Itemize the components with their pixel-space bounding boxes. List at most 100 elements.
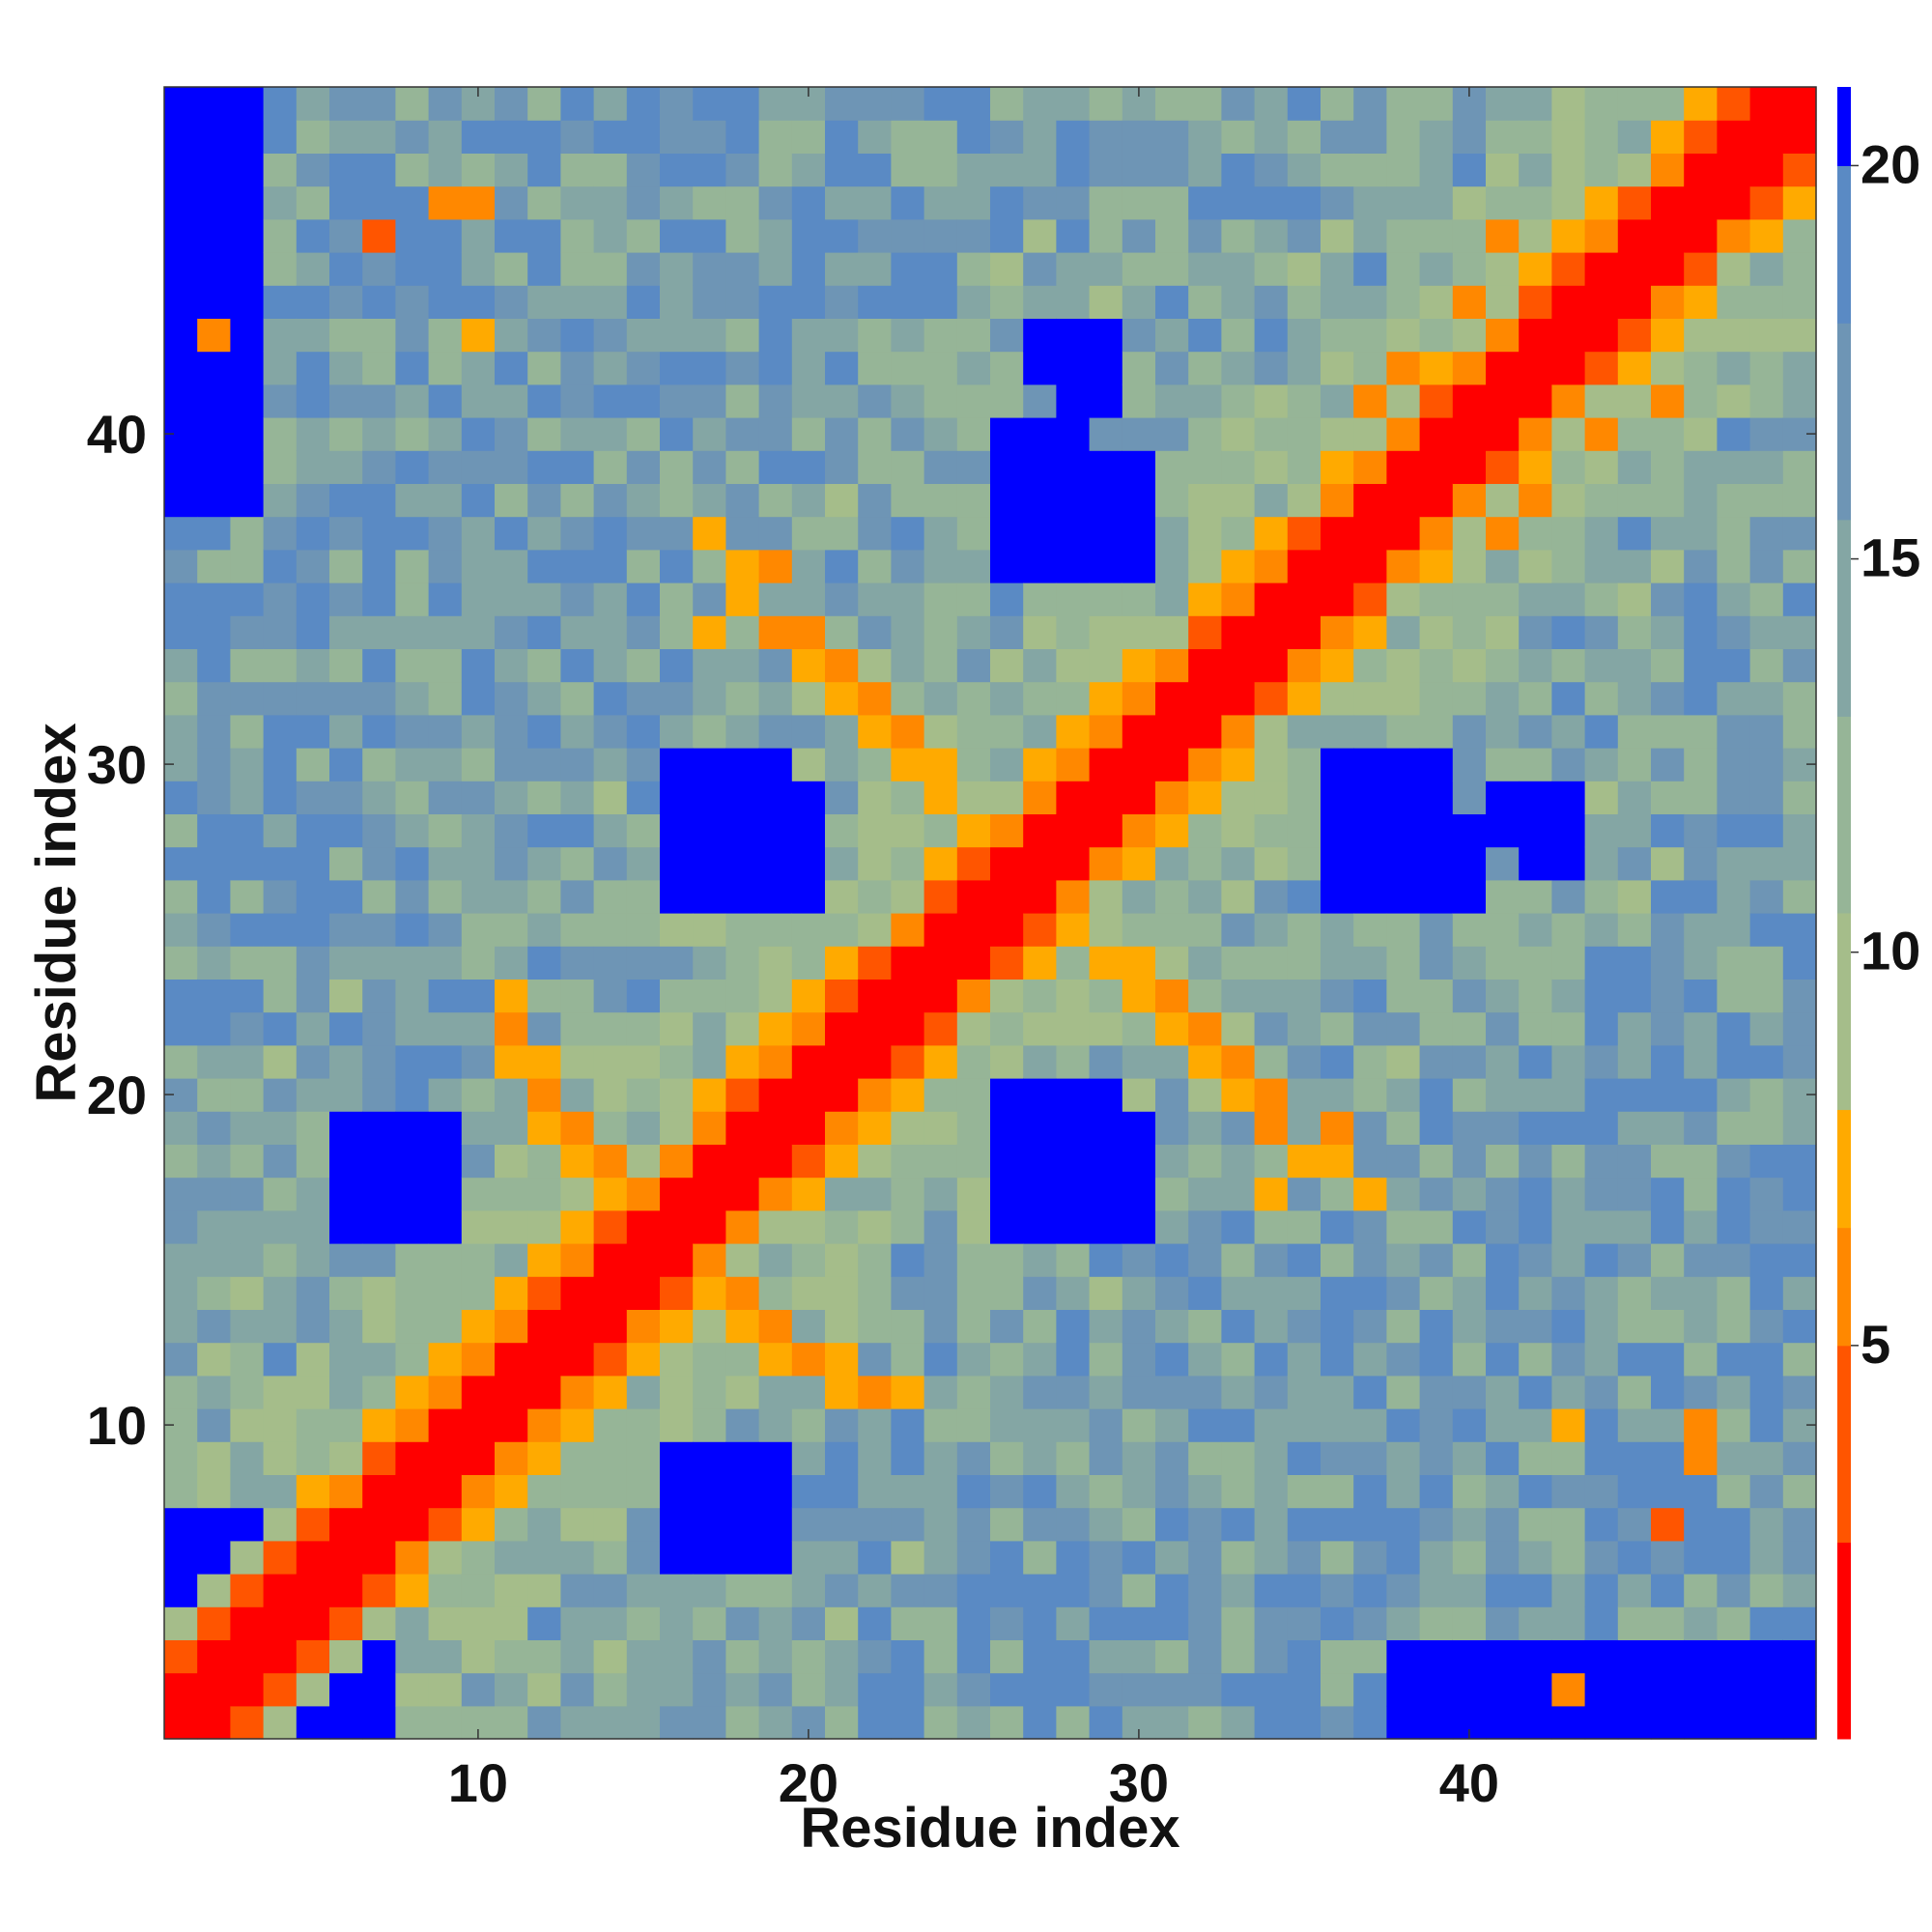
heatmap-cell xyxy=(923,1574,958,1607)
heatmap-cell xyxy=(990,1078,1024,1112)
heatmap-cell xyxy=(858,252,892,286)
heatmap-cell xyxy=(1321,1705,1354,1740)
heatmap-cell xyxy=(1386,252,1421,286)
heatmap-cell xyxy=(1056,1672,1091,1707)
heatmap-cell xyxy=(395,1408,430,1442)
heatmap-cell xyxy=(693,879,726,914)
heatmap-cell xyxy=(1023,946,1057,980)
heatmap-cell xyxy=(395,1574,430,1607)
heatmap-cell xyxy=(1749,1342,1784,1377)
colorbar-segment xyxy=(1837,1109,1851,1229)
heatmap-cell xyxy=(758,913,793,947)
heatmap-cell xyxy=(758,1639,793,1674)
heatmap-cell xyxy=(263,582,298,616)
heatmap-cell xyxy=(197,1606,231,1640)
heatmap-cell xyxy=(1419,1375,1454,1409)
heatmap-cell xyxy=(1188,1078,1222,1112)
heatmap-cell xyxy=(660,1144,694,1179)
heatmap-cell xyxy=(1122,813,1156,848)
heatmap-cell xyxy=(1651,1507,1685,1542)
heatmap-cell xyxy=(1188,120,1222,154)
heatmap-cell xyxy=(1287,1474,1321,1509)
heatmap-cell xyxy=(660,681,694,716)
heatmap-cell xyxy=(1089,946,1123,980)
heatmap-cell xyxy=(1651,1540,1685,1575)
heatmap-cell xyxy=(891,1243,925,1277)
heatmap-cell xyxy=(1155,1011,1189,1046)
heatmap-cell xyxy=(296,153,330,187)
heatmap-cell xyxy=(593,846,628,881)
heatmap-cell xyxy=(791,1574,826,1607)
heatmap-cell xyxy=(495,1672,528,1707)
heatmap-cell xyxy=(1651,285,1685,319)
heatmap-cell xyxy=(626,979,661,1013)
heatmap-cell xyxy=(1486,781,1520,814)
heatmap-cell xyxy=(660,1408,694,1442)
heatmap-cell xyxy=(329,285,363,319)
heatmap-cell xyxy=(825,813,859,848)
heatmap-cell xyxy=(527,87,561,121)
heatmap-cell xyxy=(725,87,760,121)
heatmap-cell xyxy=(725,748,760,781)
heatmap-cell xyxy=(825,318,859,353)
heatmap-cell xyxy=(956,483,991,518)
heatmap-cell xyxy=(263,946,298,980)
heatmap-cell xyxy=(1782,1342,1817,1377)
heatmap-cell xyxy=(1155,1078,1189,1112)
heatmap-cell xyxy=(164,351,198,385)
heatmap-cell xyxy=(725,252,760,286)
heatmap-cell xyxy=(791,417,826,451)
heatmap-cell xyxy=(1321,681,1354,716)
heatmap-cell xyxy=(197,813,231,848)
heatmap-cell xyxy=(693,483,726,518)
heatmap-cell xyxy=(1056,1144,1091,1179)
heatmap-cell xyxy=(1221,450,1256,484)
heatmap-cell xyxy=(1386,483,1421,518)
heatmap-cell xyxy=(1486,483,1520,518)
heatmap-cell xyxy=(858,87,892,121)
heatmap-cell xyxy=(230,1276,265,1310)
heatmap-cell xyxy=(758,252,793,286)
heatmap-cell xyxy=(263,1044,298,1079)
heatmap-cell xyxy=(1684,1243,1718,1277)
heatmap-cell xyxy=(1651,153,1685,187)
heatmap-cell xyxy=(1023,1375,1057,1409)
heatmap-cell xyxy=(263,1507,298,1542)
heatmap-cell xyxy=(923,1309,958,1344)
heatmap-cell xyxy=(1221,1011,1256,1046)
heatmap-cell xyxy=(1353,483,1387,518)
heatmap-cell xyxy=(1519,1078,1552,1112)
heatmap-cell xyxy=(1023,351,1057,385)
heatmap-cell xyxy=(1353,1011,1387,1046)
heatmap-cell xyxy=(362,1144,396,1179)
heatmap-cell xyxy=(1782,1672,1817,1707)
heatmap-cell xyxy=(1782,1309,1817,1344)
heatmap-cell xyxy=(990,879,1024,914)
heatmap-cell xyxy=(296,120,330,154)
heatmap-cell xyxy=(1452,615,1487,649)
heatmap-cell xyxy=(1287,582,1321,616)
heatmap-cell xyxy=(395,1209,430,1244)
heatmap-cell xyxy=(1023,1276,1057,1310)
heatmap-cell xyxy=(1782,1639,1817,1674)
heatmap-cell xyxy=(1122,979,1156,1013)
heatmap-cell xyxy=(956,252,991,286)
heatmap-cell xyxy=(1551,1441,1586,1475)
heatmap-cell xyxy=(461,714,496,749)
heatmap-cell xyxy=(395,1540,430,1575)
heatmap-cell xyxy=(329,781,363,814)
heatmap-cell xyxy=(495,450,528,484)
heatmap-cell xyxy=(1254,1705,1289,1740)
heatmap-cell xyxy=(1254,1276,1289,1310)
heatmap-cell xyxy=(395,946,430,980)
heatmap-cell xyxy=(1486,1111,1520,1145)
heatmap-cell xyxy=(1254,879,1289,914)
heatmap-cell xyxy=(1188,1342,1222,1377)
heatmap-cell xyxy=(1188,185,1222,220)
heatmap-cell xyxy=(891,648,925,683)
heatmap-cell xyxy=(1089,1441,1123,1475)
heatmap-cell xyxy=(758,1672,793,1707)
heatmap-cell xyxy=(527,285,561,319)
heatmap-cell xyxy=(858,1342,892,1377)
heatmap-cell xyxy=(1584,946,1619,980)
